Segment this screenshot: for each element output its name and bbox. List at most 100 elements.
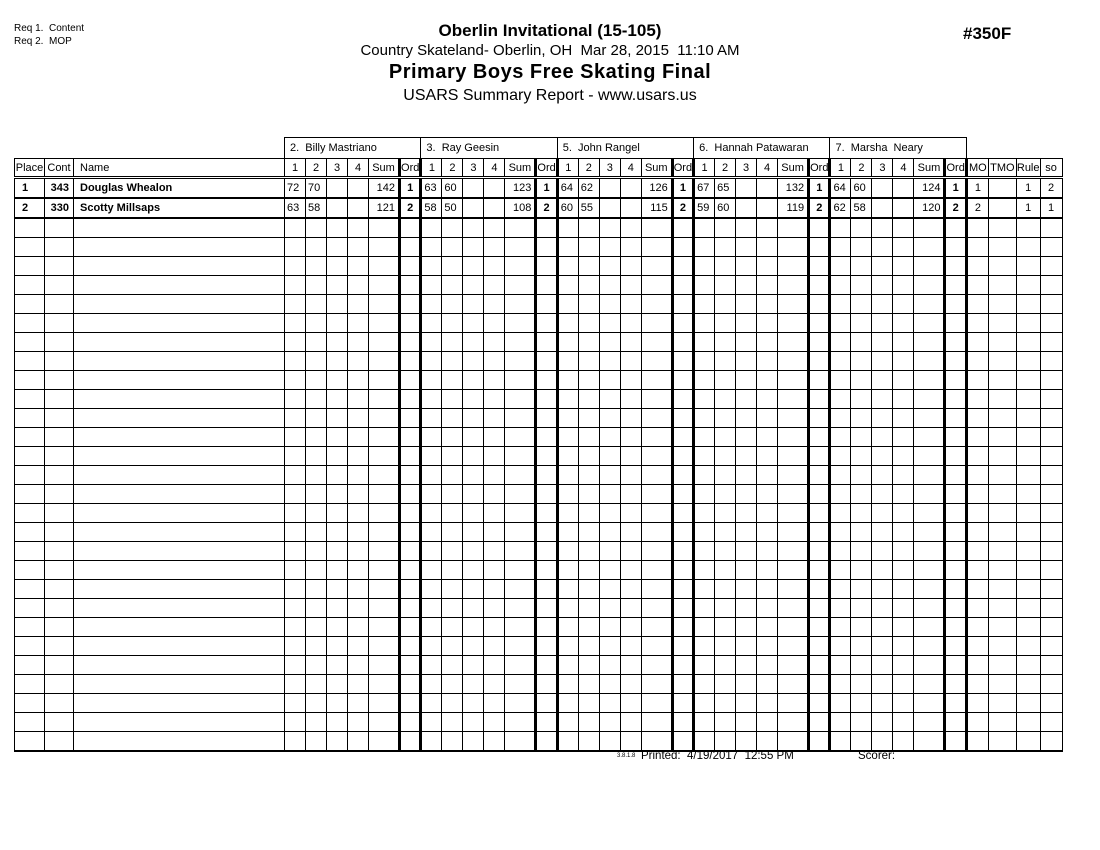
mark-cell bbox=[714, 560, 737, 580]
mark-cell bbox=[871, 217, 894, 238]
stat-cell-so bbox=[1039, 332, 1063, 352]
ordinal-cell bbox=[670, 522, 696, 542]
stat-cell-mo bbox=[965, 693, 989, 713]
sum-cell: 108 bbox=[504, 197, 537, 219]
mark-cell bbox=[619, 217, 642, 238]
mark-cell bbox=[462, 465, 485, 485]
mark-cell bbox=[326, 408, 348, 428]
stat-cell-so bbox=[1039, 484, 1063, 504]
mark-cell bbox=[577, 522, 600, 542]
empty-row bbox=[14, 598, 1063, 618]
mark-cell bbox=[284, 579, 306, 599]
mark-cell bbox=[284, 294, 306, 314]
sum-cell bbox=[913, 237, 946, 257]
mark-cell: 64 bbox=[829, 177, 852, 199]
mark-cell bbox=[483, 655, 506, 675]
place-cell bbox=[14, 503, 45, 523]
place-cell bbox=[14, 389, 45, 409]
mark-cell bbox=[284, 484, 306, 504]
stat-cell-rule bbox=[1015, 256, 1041, 276]
mark-cell bbox=[850, 674, 873, 694]
sum-cell: 120 bbox=[913, 197, 946, 219]
mark-cell bbox=[556, 731, 579, 752]
mark-cell bbox=[284, 313, 306, 333]
mark-cell bbox=[756, 655, 779, 675]
mark-cell bbox=[850, 693, 873, 713]
sum-cell bbox=[504, 446, 537, 466]
mark-cell bbox=[714, 598, 737, 618]
ordinal-cell bbox=[397, 579, 423, 599]
ordinal-cell bbox=[943, 617, 968, 637]
contestant-number-cell bbox=[44, 693, 74, 713]
mark-cell bbox=[483, 197, 506, 219]
mark-cell bbox=[284, 217, 306, 238]
skater-name-cell bbox=[73, 332, 285, 352]
mark-cell bbox=[577, 484, 600, 504]
empty-row bbox=[14, 217, 1063, 238]
mark-cell bbox=[871, 541, 894, 561]
mark-cell bbox=[756, 446, 779, 466]
ordinal-cell bbox=[943, 465, 968, 485]
ordinal-cell bbox=[670, 389, 696, 409]
mark-cell bbox=[556, 427, 579, 447]
mark-cell bbox=[735, 217, 758, 238]
mark-cell bbox=[693, 237, 716, 257]
mark-cell bbox=[462, 237, 485, 257]
stat-cell-rule bbox=[1015, 408, 1041, 428]
col-header-1: 1 bbox=[420, 158, 443, 179]
mark-cell bbox=[714, 484, 737, 504]
mark-cell bbox=[892, 313, 915, 333]
stat-cell-tmo bbox=[987, 389, 1017, 409]
mark-cell bbox=[892, 256, 915, 276]
mark-cell bbox=[619, 731, 642, 752]
stat-cell-so bbox=[1039, 275, 1063, 295]
sum-cell bbox=[913, 617, 946, 637]
mark-cell bbox=[556, 693, 579, 713]
mark-cell bbox=[829, 465, 852, 485]
mark-cell bbox=[693, 408, 716, 428]
mark-cell bbox=[871, 237, 894, 257]
mark-cell bbox=[693, 503, 716, 523]
place-cell bbox=[14, 674, 45, 694]
col-header-ord: Ord bbox=[534, 158, 559, 179]
mark-cell bbox=[577, 294, 600, 314]
skater-name-cell bbox=[73, 712, 285, 732]
mark-cell bbox=[619, 408, 642, 428]
mark-cell bbox=[829, 655, 852, 675]
skater-name-cell bbox=[73, 598, 285, 618]
mark-cell bbox=[850, 636, 873, 656]
sum-cell: 119 bbox=[777, 197, 810, 219]
mark-cell bbox=[462, 560, 485, 580]
mark-cell bbox=[462, 503, 485, 523]
mark-cell bbox=[735, 256, 758, 276]
skater-name-cell bbox=[73, 674, 285, 694]
stat-cell-rule bbox=[1015, 579, 1041, 599]
stat-cell-tmo bbox=[987, 217, 1017, 238]
stat-cell-so bbox=[1039, 389, 1063, 409]
ordinal-cell bbox=[807, 541, 832, 561]
stat-cell-mo bbox=[965, 617, 989, 637]
mark-cell bbox=[284, 655, 306, 675]
mark-cell bbox=[892, 351, 915, 371]
mark-cell bbox=[483, 427, 506, 447]
mark-cell bbox=[714, 731, 737, 752]
mark-cell bbox=[871, 294, 894, 314]
mark-cell bbox=[305, 408, 327, 428]
mark-cell bbox=[850, 446, 873, 466]
sum-cell bbox=[368, 731, 400, 752]
stat-cell-mo bbox=[965, 465, 989, 485]
stat-cell-rule bbox=[1015, 313, 1041, 333]
stat-cell-tmo bbox=[987, 579, 1017, 599]
sum-cell bbox=[504, 484, 537, 504]
mark-cell bbox=[871, 693, 894, 713]
place-cell: 1 bbox=[14, 177, 45, 199]
mark-cell bbox=[462, 674, 485, 694]
report-title: USARS Summary Report - www.usars.us bbox=[403, 87, 697, 104]
contestant-number-cell bbox=[44, 617, 74, 637]
mark-cell bbox=[462, 636, 485, 656]
stat-cell-mo bbox=[965, 351, 989, 371]
mark-cell bbox=[693, 313, 716, 333]
ordinal-cell bbox=[534, 351, 559, 371]
mark-cell bbox=[326, 674, 348, 694]
sum-cell bbox=[368, 237, 400, 257]
